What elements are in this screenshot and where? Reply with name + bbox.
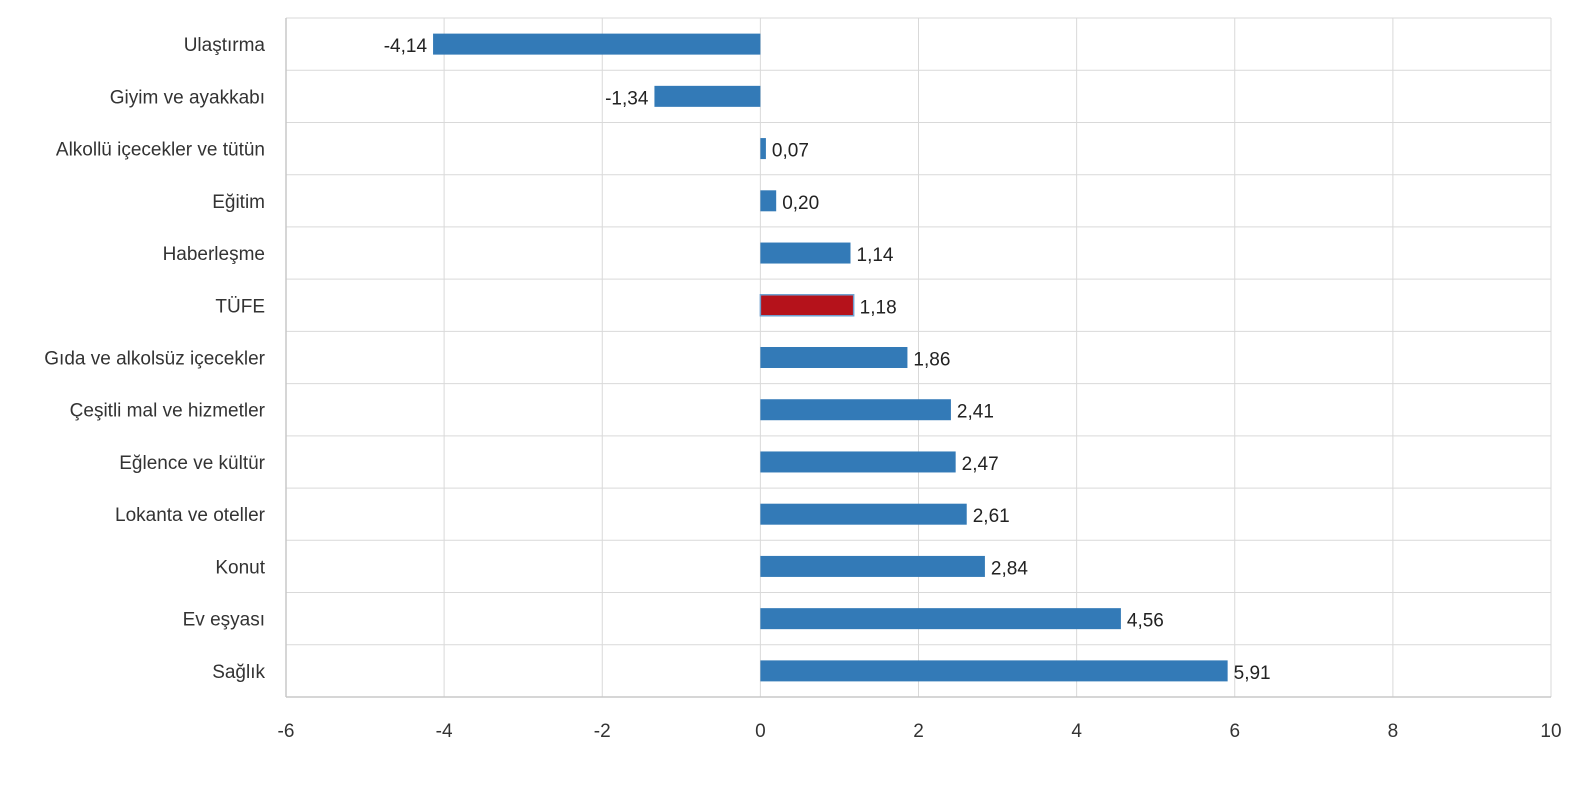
category-label: Gıda ve alkolsüz içecekler (44, 349, 265, 370)
bar-1 (654, 85, 761, 107)
data-label: 1,18 (860, 297, 897, 318)
bars (433, 33, 1228, 682)
x-tick-label: 10 (1540, 721, 1561, 742)
data-label: -1,34 (605, 88, 649, 109)
data-label: 2,41 (957, 402, 994, 423)
category-label: Sağlık (212, 662, 265, 683)
data-label: 0,20 (782, 193, 819, 214)
bar-10 (760, 555, 985, 577)
bar-5 (759, 294, 855, 317)
data-label: 4,56 (1127, 611, 1164, 632)
x-axis-ticks: -6 -4 -2 0 2 4 6 8 10 (278, 721, 1562, 742)
bar-3 (760, 190, 777, 212)
x-tick-label: -6 (278, 721, 295, 742)
category-label: Çeşitli mal ve hizmetler (70, 401, 266, 422)
category-label: Alkollü içecekler ve tütün (56, 140, 265, 161)
x-tick-label: 2 (913, 721, 924, 742)
category-label: Haberleşme (163, 244, 265, 265)
category-label: Eğlence ve kültür (119, 453, 265, 474)
category-labels: Ulaştırma Giyim ve ayakkabı Alkollü içecek… (44, 35, 265, 683)
x-tick-label: 6 (1229, 721, 1240, 742)
bar-2 (760, 138, 766, 160)
x-tick-label: 8 (1388, 721, 1399, 742)
data-label: -4,14 (384, 36, 428, 57)
bar-4 (760, 242, 851, 264)
data-label: 2,47 (962, 454, 999, 475)
x-tick-label: 0 (755, 721, 766, 742)
x-tick-label: 4 (1071, 721, 1082, 742)
data-label: 1,86 (913, 350, 950, 371)
bar-8 (760, 451, 956, 473)
data-labels: -4,14 -1,34 0,07 0,20 1,14 1,18 1,86 2,41 2,47 2,… (384, 36, 1271, 684)
category-label: Eğitim (212, 192, 265, 213)
x-tick-label: -4 (436, 721, 453, 742)
bar-12 (760, 660, 1228, 682)
data-label: 5,91 (1234, 663, 1271, 684)
category-label: Ev eşyası (183, 610, 265, 631)
x-tick-label: -2 (594, 721, 611, 742)
category-label: Ulaştırma (184, 35, 266, 56)
bar-0 (433, 33, 761, 55)
data-label: 1,14 (857, 245, 894, 266)
bar-6 (760, 347, 908, 368)
category-label: Giyim ve ayakkabı (110, 87, 265, 108)
category-label: TÜFE (215, 296, 265, 317)
category-label: Konut (215, 557, 265, 578)
bar-7 (760, 399, 951, 421)
bar-11 (760, 608, 1121, 630)
category-label: Lokanta ve oteller (115, 505, 266, 526)
data-label: 0,07 (772, 141, 809, 162)
grid (285, 17, 1552, 698)
bar-9 (760, 503, 967, 525)
data-label: 2,61 (973, 506, 1010, 527)
data-label: 2,84 (991, 558, 1028, 579)
